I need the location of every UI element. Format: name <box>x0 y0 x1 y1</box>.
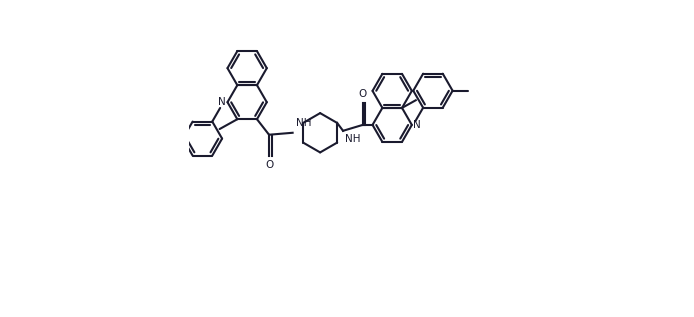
Text: NH: NH <box>345 134 360 144</box>
Text: NH: NH <box>296 118 312 128</box>
Text: N: N <box>414 120 421 130</box>
Text: O: O <box>359 89 367 100</box>
Text: N: N <box>218 97 226 107</box>
Text: O: O <box>265 160 273 170</box>
